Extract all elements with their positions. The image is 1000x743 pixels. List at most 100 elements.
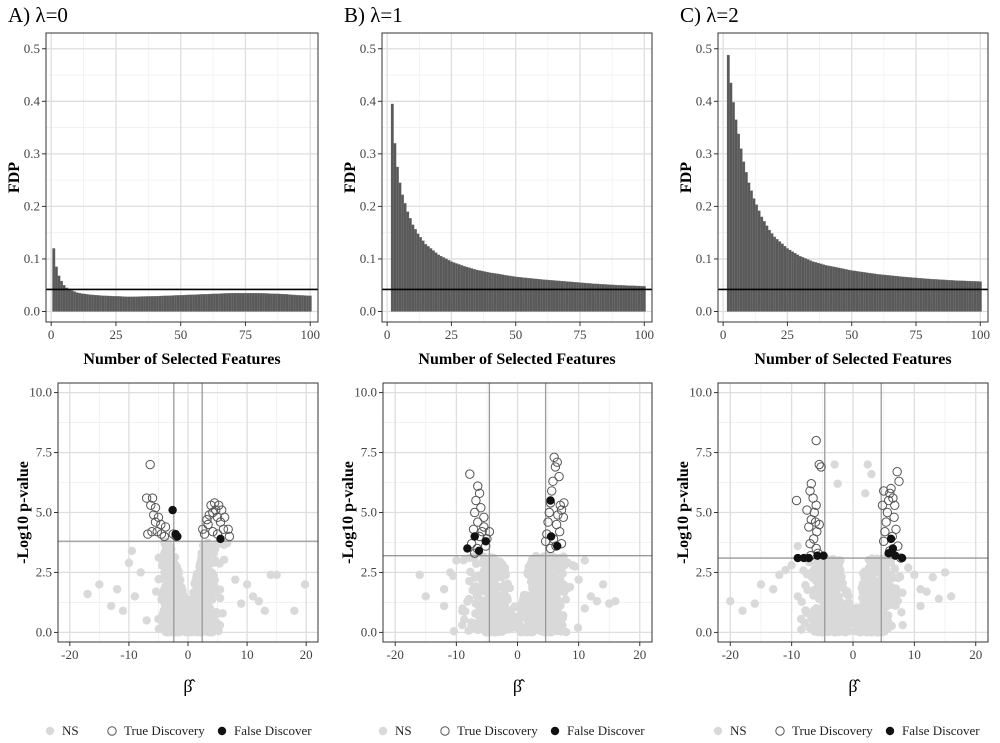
fdp-bar <box>408 218 412 312</box>
fdp-panel-B: B) λ=1 0 25 50 75 100 0.0 0.1 0.2 0.3 0.4 0.5 Number… <box>342 3 654 368</box>
legend-label: NS <box>730 723 747 738</box>
true-discovery-point <box>888 493 898 503</box>
ns-point <box>537 607 547 616</box>
ns-point <box>800 618 809 628</box>
true-discovery-point <box>219 512 230 522</box>
ns-point <box>830 613 840 623</box>
fdp-bar <box>824 265 828 312</box>
ns-point <box>530 572 540 582</box>
true-discovery-point <box>556 505 567 515</box>
x-tick-label: -20 <box>387 647 404 662</box>
false-discovery-point <box>888 544 898 553</box>
true-discovery-point <box>479 522 489 532</box>
x-axis-label: β̂ <box>848 676 860 696</box>
fdp-bar <box>303 295 307 312</box>
fdp-bar <box>401 194 404 312</box>
fdp-bar <box>194 294 198 312</box>
legend-ns-key <box>45 726 55 736</box>
fdp-bar <box>220 293 224 312</box>
fdp-bar <box>432 250 435 312</box>
ns-point <box>809 614 818 624</box>
fdp-bar <box>148 296 152 312</box>
ns-point <box>527 624 536 633</box>
legend-ns-key <box>378 726 388 736</box>
true-discovery-point <box>199 529 210 539</box>
fdp-bar <box>457 264 461 312</box>
legend-false-key <box>550 726 560 736</box>
ns-point <box>539 559 549 568</box>
fdp-bar <box>421 240 425 312</box>
fdp-bar <box>202 294 206 312</box>
fdp-bar <box>524 277 528 312</box>
y-tick-label: 0.0 <box>360 303 376 318</box>
y-tick-label: 7.5 <box>36 445 52 460</box>
fdp-bar <box>504 275 507 312</box>
fdp-bar <box>558 280 561 312</box>
ns-point <box>192 575 202 584</box>
ns-point <box>568 561 577 570</box>
fdp-bar <box>878 274 882 312</box>
y-tick-label: 10.0 <box>354 385 377 400</box>
ns-point <box>421 592 430 601</box>
ns-point <box>488 591 497 601</box>
ns-point <box>439 585 449 594</box>
ns-point <box>164 566 173 575</box>
false-discovery-point <box>804 553 814 563</box>
fdp-bar <box>130 296 133 312</box>
fdp-bar <box>480 270 484 312</box>
ns-point <box>523 569 532 578</box>
fdp-bar <box>158 295 162 312</box>
fdp-bar <box>568 281 572 312</box>
true-discovery-point <box>891 524 901 534</box>
fdp-bar <box>483 271 487 312</box>
ns-point <box>481 560 490 569</box>
ns-point <box>769 585 778 594</box>
ns-point <box>205 577 215 587</box>
fdp-bar <box>937 279 941 312</box>
y-tick-label: 0.5 <box>360 41 376 56</box>
false-discovery-point <box>481 537 490 546</box>
y-axis-label: -Log10 p-value <box>340 461 357 564</box>
fdp-bar <box>269 293 273 312</box>
fdp-bar <box>262 293 266 312</box>
fdp-bar <box>783 245 787 312</box>
ns-point <box>215 593 225 603</box>
true-discovery-point <box>544 507 554 518</box>
true-discovery-point <box>223 524 233 534</box>
true-discovery-point <box>811 500 821 511</box>
y-tick-label: 0.0 <box>36 624 52 639</box>
ns-point <box>159 606 168 615</box>
fdp-bar <box>124 296 128 312</box>
true-discovery-point <box>814 459 824 470</box>
fdp-bar <box>416 233 420 312</box>
true-discovery-point <box>548 476 558 487</box>
ns-point <box>174 579 183 589</box>
fdp-bar <box>786 248 789 312</box>
fdp-bar <box>104 295 108 312</box>
true-discovery-point <box>885 488 895 499</box>
ns-point <box>516 621 525 631</box>
fdp-bar <box>181 294 185 312</box>
fdp-bar <box>218 293 221 312</box>
ns-point <box>124 558 134 568</box>
ns-point <box>829 554 838 564</box>
ns-point <box>861 489 870 498</box>
fdp-bar <box>426 246 430 312</box>
ns-point <box>559 580 568 589</box>
ns-point <box>857 593 867 603</box>
fdp-bar <box>886 275 890 312</box>
fdp-bar <box>228 293 232 312</box>
x-axis-label: β̂ <box>183 676 195 696</box>
ns-point <box>834 573 843 582</box>
fdp-bar <box>739 148 743 312</box>
fdp-bar <box>393 143 397 312</box>
ns-point <box>750 599 760 608</box>
fdp-bar <box>858 271 861 312</box>
true-discovery-point <box>471 495 481 506</box>
fdp-bar <box>419 237 422 312</box>
fdp-bar <box>780 243 784 312</box>
ns-point <box>793 592 802 601</box>
fdp-bar <box>760 216 764 312</box>
ns-point <box>886 558 896 568</box>
fdp-bar <box>591 283 595 312</box>
